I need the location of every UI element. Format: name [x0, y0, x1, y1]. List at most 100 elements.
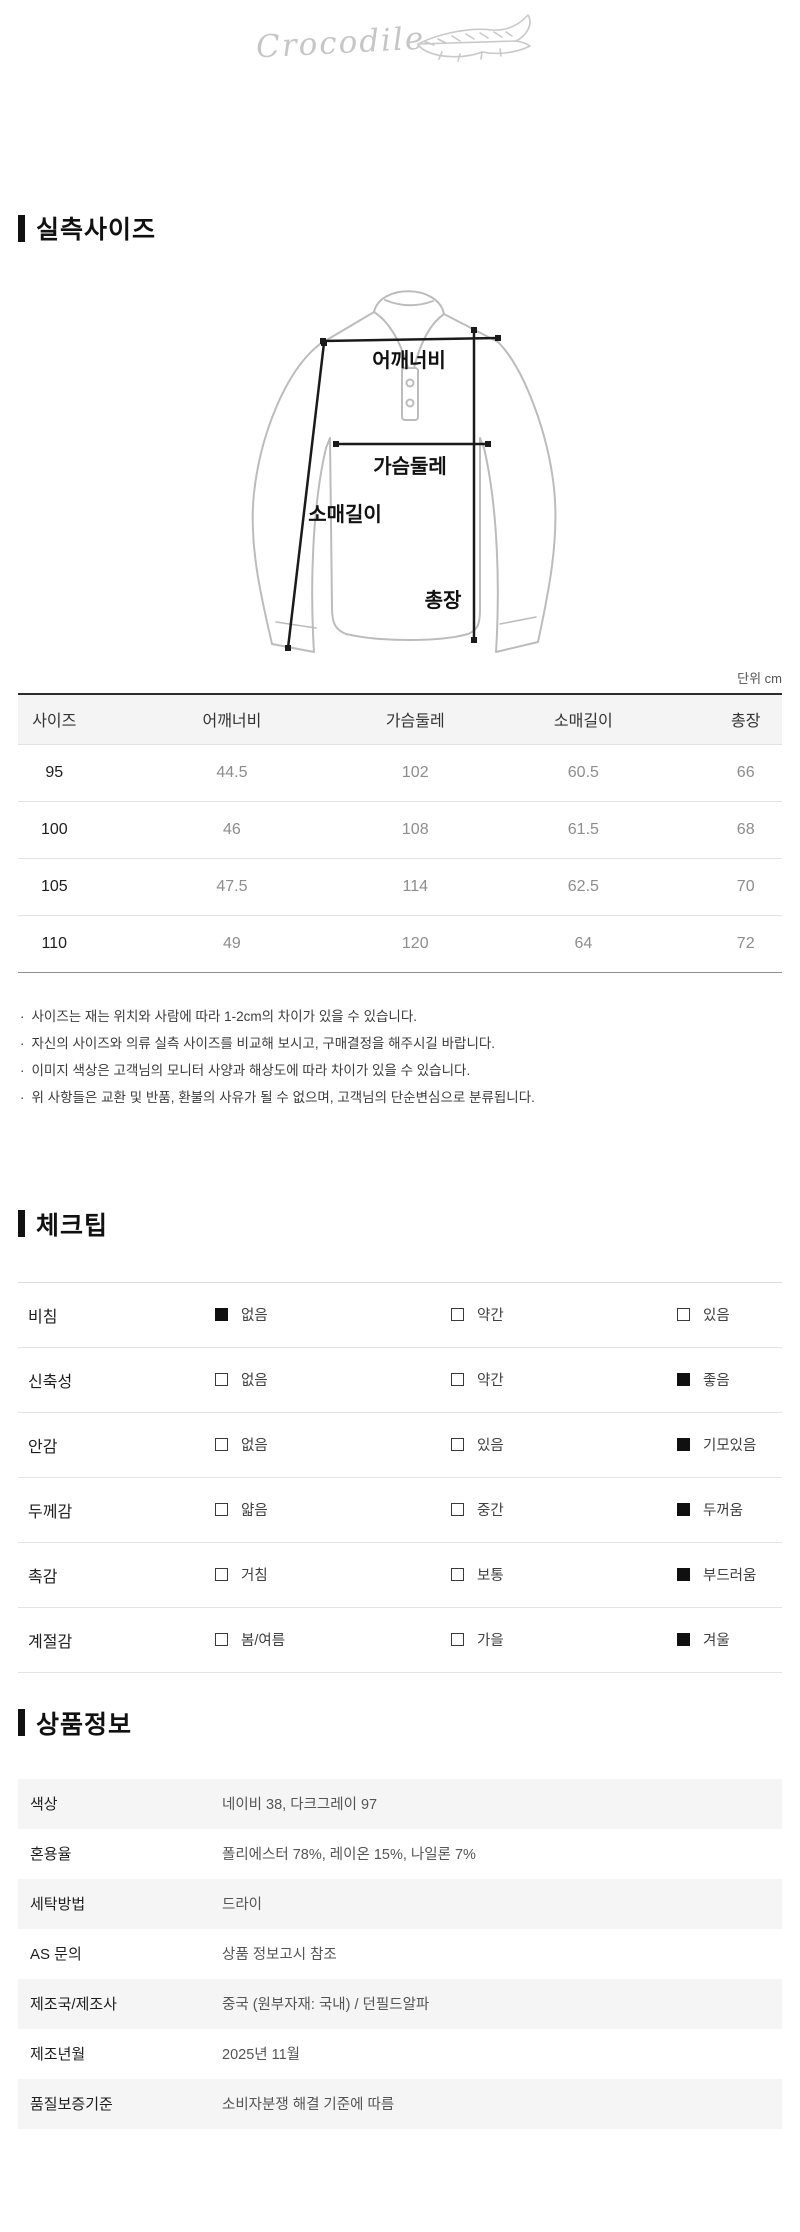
section-title-measured-size: 실측사이즈 — [36, 216, 157, 244]
header-bar-decoration — [18, 1709, 25, 1736]
size-cell-label: 110 — [41, 934, 68, 952]
check-tip-option: 약간 — [451, 1369, 677, 1390]
check-tip-option: 두꺼움 — [677, 1499, 782, 1520]
product-info-value: 2025년 11월 — [222, 2047, 301, 2063]
size-cell-value: 108 — [373, 801, 458, 859]
checkbox-unchecked-icon — [215, 1633, 228, 1646]
check-tip-option: 겨울 — [677, 1629, 782, 1650]
checkbox-unchecked-icon — [451, 1308, 464, 1321]
note-line: · 자신의 사이즈와 의류 실측 사이즈를 비교해 보시고, 구매결정을 해주시길… — [18, 1030, 782, 1057]
check-tip-option: 가을 — [451, 1629, 677, 1650]
check-tip-option-text: 기모있음 — [703, 1438, 757, 1454]
size-table-body: 95 44.5 102 60.5 66 100 46 108 61.5 68 105 47.5 114 6… — [18, 744, 782, 972]
check-tip-label: 두께감 — [28, 1503, 73, 1521]
note-line: · 사이즈는 재는 위치와 사람에 따라 1-2cm의 차이가 있을 수 있습니다… — [18, 1003, 782, 1030]
diagram-label-length: 총장 — [425, 589, 462, 612]
product-info-label: 색상 — [30, 1796, 58, 1813]
check-tip-option-text: 부드러움 — [703, 1568, 757, 1584]
check-tip-option-text: 약간 — [477, 1373, 504, 1389]
header-bar-decoration — [18, 214, 25, 242]
note-text: 자신의 사이즈와 의류 실측 사이즈를 비교해 보시고, 구매결정을 해주시길 … — [31, 1035, 496, 1051]
shirt-measurement-diagram: 어깨너비 가슴둘레 소매길이 총장 — [251, 290, 557, 653]
size-table-row: 95 44.5 102 60.5 66 — [18, 744, 782, 802]
size-cell-value: 49 — [223, 934, 241, 952]
diagram-label-chest: 가슴둘레 — [373, 455, 447, 478]
check-tip-option-text: 없음 — [241, 1373, 268, 1389]
bullet-dot: · — [20, 1035, 25, 1051]
size-cell-label: 105 — [18, 858, 91, 916]
product-info-value: 소비자분쟁 해결 기준에 따름 — [222, 2097, 395, 2113]
check-tip-option: 부드러움 — [677, 1564, 782, 1585]
note-line: · 이미지 색상은 고객님의 모니터 사양과 해상도에 따라 차이가 있을 수 있… — [18, 1057, 782, 1084]
size-column-header: 총장 — [709, 694, 782, 745]
check-tip-option: 중간 — [451, 1499, 677, 1520]
check-tip-row: 계절감 봄/여름 가을 겨울 — [18, 1608, 782, 1673]
bullet-dot: · — [20, 1089, 25, 1105]
checkbox-unchecked-icon — [215, 1438, 228, 1451]
size-cell-value: 60.5 — [457, 744, 710, 802]
size-cell-value: 47.5 — [90, 858, 374, 916]
section-header-measured-size: 실측사이즈 — [18, 210, 800, 246]
check-tip-label: 촉감 — [28, 1568, 58, 1586]
size-table-row: 100 46 108 61.5 68 — [18, 801, 782, 859]
unit-label: 단위 cm — [737, 671, 782, 686]
check-tip-option: 없음 — [215, 1434, 451, 1455]
checkbox-checked-icon — [677, 1373, 690, 1386]
checkbox-checked-icon — [677, 1633, 690, 1646]
size-column-header: 가슴둘레 — [373, 694, 458, 745]
check-tip-option: 좋음 — [677, 1369, 782, 1390]
size-cell-value: 120 — [401, 934, 429, 952]
checkbox-unchecked-icon — [451, 1438, 464, 1451]
size-cell-value: 102 — [373, 744, 458, 802]
checkbox-unchecked-icon — [215, 1568, 228, 1581]
check-tip-row: 신축성 없음 약간 좋음 — [18, 1348, 782, 1413]
checkbox-unchecked-icon — [677, 1308, 690, 1321]
check-tip-option-text: 좋음 — [703, 1373, 730, 1389]
size-cell-value: 64 — [574, 934, 593, 952]
check-tip-row: 촉감 거침 보통 부드러움 — [18, 1543, 782, 1608]
check-tips-table: 비침 없음 약간 있음 신축성 없음 약간 좋음 안감 없음 있음 기모있음 두께감 얇음 중간 두꺼움 촉감 거… — [18, 1281, 782, 1673]
size-cell-label: 100 — [18, 801, 91, 859]
product-info-label: 품질보증기준 — [30, 2096, 113, 2113]
section-title-product-info: 상품정보 — [36, 1710, 133, 1739]
section-title-check-tips: 체크팁 — [36, 1211, 109, 1240]
product-info-label: 제조년월 — [30, 2046, 86, 2063]
size-table-row: 110 49 120 64 72 — [18, 915, 782, 972]
product-info-label: 혼용율 — [30, 1846, 72, 1863]
check-tip-option: 보통 — [451, 1564, 677, 1585]
size-column-header: 어깨너비 — [90, 694, 374, 745]
checkbox-checked-icon — [677, 1568, 690, 1581]
product-info-value: 상품 정보고시 참조 — [222, 1947, 337, 1963]
bullet-dot: · — [20, 1008, 25, 1024]
check-tip-label: 계절감 — [28, 1633, 73, 1651]
checkbox-unchecked-icon — [451, 1633, 464, 1646]
size-cell-value: 72 — [736, 934, 755, 952]
bullet-dot: · — [20, 1062, 25, 1078]
check-tip-row: 비침 없음 약간 있음 — [18, 1283, 782, 1348]
size-cell-value: 44.5 — [90, 744, 374, 802]
size-diagram: 어깨너비 가슴둘레 소매길이 총장 — [0, 268, 800, 666]
check-tip-option: 약간 — [451, 1304, 677, 1325]
check-tip-option: 기모있음 — [677, 1434, 782, 1455]
product-info-row: 세탁방법 드라이 — [18, 1878, 782, 1929]
product-info-label: 제조국/제조사 — [30, 1996, 117, 2013]
check-tip-option: 없음 — [215, 1304, 451, 1325]
check-tip-option: 있음 — [451, 1434, 677, 1455]
checkbox-checked-icon — [677, 1438, 690, 1451]
size-cell-label: 95 — [18, 744, 91, 802]
check-tip-option-text: 없음 — [241, 1438, 268, 1454]
checkbox-unchecked-icon — [451, 1373, 464, 1386]
size-table-row: 105 47.5 114 62.5 70 — [18, 858, 782, 916]
check-tip-option-text: 거침 — [241, 1568, 268, 1584]
check-tip-label: 신축성 — [28, 1373, 73, 1391]
checkbox-unchecked-icon — [215, 1373, 228, 1386]
check-tip-option-text: 없음 — [241, 1308, 268, 1324]
check-tip-option-text: 두꺼움 — [703, 1503, 744, 1519]
check-tip-option: 없음 — [215, 1369, 451, 1390]
check-tip-option-text: 있음 — [703, 1308, 730, 1324]
crocodile-icon — [412, 12, 544, 69]
check-tip-label: 안감 — [28, 1438, 58, 1456]
size-notes: · 사이즈는 재는 위치와 사람에 따라 1-2cm의 차이가 있을 수 있습니다… — [18, 1003, 782, 1111]
check-tip-option-text: 보통 — [477, 1568, 504, 1584]
product-info-row: 제조년월 2025년 11월 — [18, 2029, 782, 2079]
